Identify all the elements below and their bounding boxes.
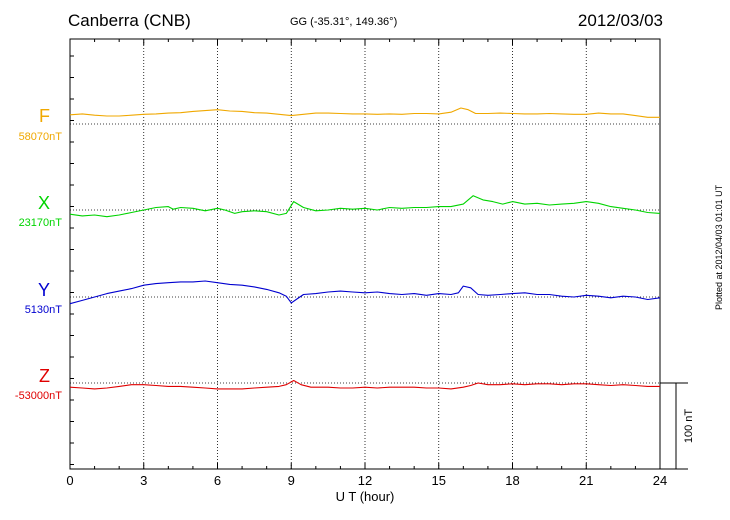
x-axis-label: U T (hour) <box>336 489 395 504</box>
x-tick-label: 3 <box>140 473 147 488</box>
component-letter-f: F <box>39 106 50 126</box>
series-line-x <box>69 195 661 218</box>
x-tick-label: 12 <box>358 473 372 488</box>
series-line-z <box>69 379 660 390</box>
component-baseline-f: 58070nT <box>18 131 62 143</box>
series-line-f <box>69 107 660 118</box>
component-baseline-z: -53000nT <box>14 390 62 402</box>
scale-bar-label: 100 nT <box>683 409 695 444</box>
date-label: 2012/03/03 <box>577 11 663 30</box>
component-letter-y: Y <box>37 280 50 300</box>
x-tick-label: 24 <box>653 473 667 488</box>
x-tick-label: 18 <box>505 473 519 488</box>
station-title: Canberra (CNB) <box>68 11 191 30</box>
plot-frame <box>69 38 661 470</box>
x-tick-label: 9 <box>288 473 295 488</box>
series-line-y <box>69 280 661 305</box>
x-tick-label: 6 <box>214 473 221 488</box>
x-tick-label: 15 <box>432 473 446 488</box>
component-baseline-x: 23170nT <box>18 217 62 229</box>
x-tick-label: 21 <box>579 473 593 488</box>
coordinates-label: GG (-35.31°, 149.36°) <box>290 16 398 28</box>
component-baseline-y: 5130nT <box>24 304 62 316</box>
component-letter-x: X <box>37 193 50 213</box>
plotted-note: Plotted at 2012/04/03 01:01 UT <box>714 184 724 310</box>
x-tick-label: 0 <box>66 473 73 488</box>
component-letter-z: Z <box>39 366 50 386</box>
